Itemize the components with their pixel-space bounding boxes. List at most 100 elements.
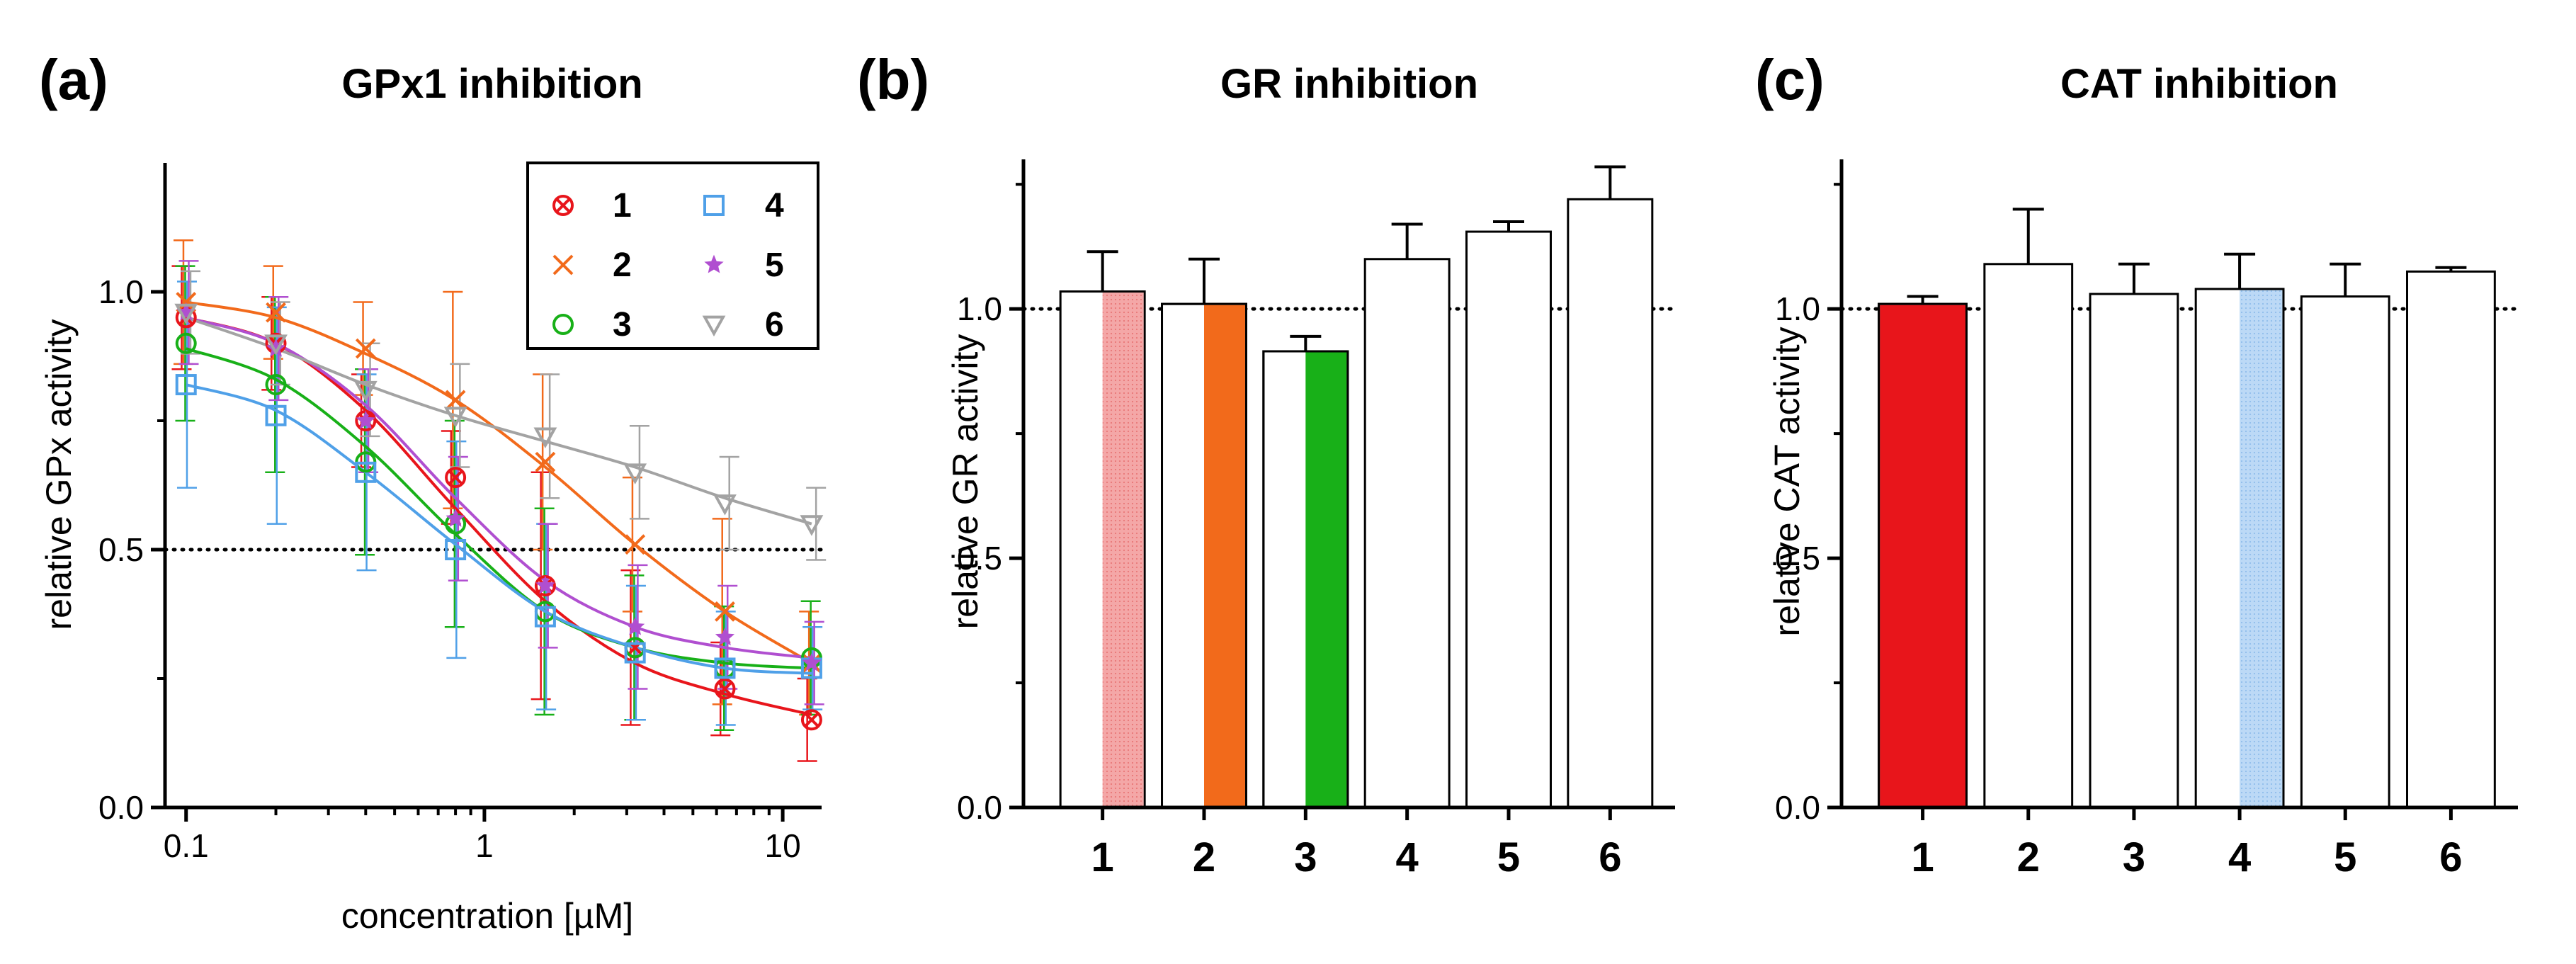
bar-fill (1102, 293, 1144, 807)
legend-marker-3 (552, 314, 574, 335)
panel-a-x-tick-label: 1 (475, 827, 494, 864)
panel-b-y-tick-label: 0.0 (957, 789, 1002, 826)
point-4-2 (355, 461, 377, 483)
panel-c-label: (c) (1755, 48, 1825, 111)
legend-label-1: 1 (613, 187, 632, 225)
legend-marker-4 (703, 195, 725, 216)
legend-frame (526, 161, 819, 350)
point-2-2 (355, 338, 376, 359)
point-6-0 (174, 303, 198, 325)
panel-b-label: (b) (857, 48, 929, 111)
panel-a-y-axis-label: relative GPx activity (39, 319, 79, 630)
point-1-6 (714, 678, 736, 700)
point-4-3 (445, 539, 467, 560)
panel-c-category-label: 1 (1911, 834, 1934, 880)
panel-c-y-tick-label: 0.0 (1775, 789, 1820, 826)
panel-a-y-tick-label: 0.5 (98, 531, 144, 568)
point-4-1 (265, 404, 287, 426)
point-6-4 (533, 427, 557, 448)
bar-body (1567, 198, 1654, 809)
panel-c-y-axis-label: relative CAT activity (1767, 327, 1807, 636)
panel-a: (a) GPx1 inhibition relative GPx activit… (39, 48, 827, 936)
panel-a-title: GPx1 inhibition (341, 61, 642, 107)
panel-a-x-tick-label: 0.1 (164, 827, 209, 864)
panel-b-y-tick-label: 0.5 (957, 540, 1002, 577)
panel-c-category-label: 5 (2334, 834, 2356, 880)
panel-a-y-tick-label: 1.0 (98, 273, 144, 310)
bar-body (2300, 295, 2390, 809)
panel-c-bar-5: 5 (2300, 262, 2390, 880)
bar-body (2089, 293, 2179, 809)
panel-c-bar-2: 2 (1983, 208, 2074, 880)
point-3-0 (175, 332, 197, 354)
bar-body (1363, 258, 1451, 809)
panel-b-y-tick-label: 1.0 (957, 290, 1002, 327)
panel-b: (b) GR inhibition relative GR activity 1… (857, 48, 1677, 880)
error-bar-4-5 (625, 584, 646, 721)
point-6-5 (623, 463, 647, 484)
panel-b-category-label: 1 (1091, 834, 1114, 880)
panel-c-category-label: 4 (2228, 834, 2251, 880)
legend-label-2: 2 (613, 246, 632, 284)
bar-fill (1880, 305, 1965, 808)
bar-fill (2240, 290, 2283, 807)
panel-a-legend: 1 2 3 4 5 6 (526, 161, 819, 350)
legend-marker-5 (704, 254, 724, 273)
panel-a-markers (174, 292, 824, 731)
point-5-6 (715, 627, 735, 646)
panel-b-category-label: 4 (1396, 834, 1419, 880)
point-2-3 (445, 390, 466, 411)
point-6-6 (713, 494, 737, 516)
point-4-0 (175, 374, 197, 396)
bar-fill (1305, 352, 1347, 807)
bar-fill (1204, 305, 1245, 808)
panel-c-y-tick-label: 1.0 (1775, 290, 1820, 327)
panel-c-bar-4: 4 (2194, 252, 2285, 880)
panel-c-y-tick-label: 0.5 (1775, 540, 1820, 577)
panel-b-category-label: 2 (1193, 834, 1215, 880)
panel-c-bars: 1 2 3 4 5 6 (1878, 208, 2496, 880)
point-2-6 (715, 601, 735, 622)
legend-label-5: 5 (765, 246, 784, 284)
bar-body (2406, 270, 2496, 809)
point-5-4 (535, 575, 555, 594)
panel-c-axes: 0.0 0.5 1.0 (1775, 159, 2518, 826)
point-5-5 (625, 616, 645, 635)
panel-b-bar-4: 4 (1363, 222, 1451, 880)
point-6-3 (443, 407, 467, 428)
panel-b-bar-6: 6 (1567, 165, 1654, 880)
fit-curve-4 (186, 383, 812, 675)
panel-b-axes: 0.0 0.5 1.0 (957, 159, 1675, 826)
panel-b-bar-5: 5 (1465, 220, 1552, 880)
panel-a-axes: 0.0 0.5 1.0 0.1 1 10 (98, 163, 822, 864)
point-3-1 (265, 374, 287, 396)
panel-b-bar-2: 2 (1161, 257, 1247, 880)
panel-a-y-tick-label: 0.0 (98, 789, 144, 826)
bar-body (1983, 263, 2074, 809)
fit-curve-5 (186, 316, 812, 659)
panel-b-bar-3: 3 (1262, 334, 1349, 880)
point-6-2 (353, 380, 378, 402)
point-2-5 (625, 534, 646, 555)
point-1-3 (445, 467, 467, 489)
point-5-2 (356, 410, 375, 429)
point-2-1 (266, 302, 286, 323)
fit-curve-2 (186, 300, 812, 664)
point-6-1 (264, 334, 288, 356)
panel-c-bar-6: 6 (2406, 266, 2496, 880)
panel-b-category-label: 3 (1294, 834, 1317, 880)
panel-a-x-tick-label: 10 (765, 827, 801, 864)
point-2-4 (535, 451, 556, 472)
bar-body (1465, 230, 1552, 809)
panel-c-category-label: 3 (2123, 834, 2145, 880)
panel-b-title: GR inhibition (1220, 61, 1478, 107)
panel-b-y-axis-label: relative GR activity (946, 334, 985, 630)
point-5-7 (802, 652, 822, 671)
legend-label-6: 6 (765, 306, 784, 344)
legend-marker-1 (552, 195, 574, 216)
point-4-4 (534, 606, 556, 628)
panel-c-bar-3: 3 (2089, 262, 2179, 880)
point-1-7 (800, 709, 822, 731)
point-5-3 (446, 508, 465, 527)
